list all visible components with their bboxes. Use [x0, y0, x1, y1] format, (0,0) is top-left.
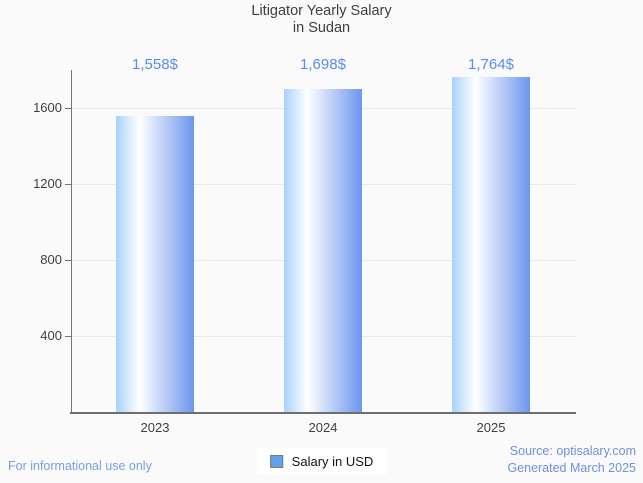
y-axis-tick [65, 336, 71, 337]
chart-title-line1: Litigator Yearly Salary [251, 3, 392, 19]
legend: Salary in USD [256, 448, 387, 475]
legend-marker-square [269, 455, 283, 468]
y-axis-line [71, 70, 72, 413]
footer-disclaimer: For informational use only [8, 459, 152, 473]
bar [452, 77, 530, 412]
y-axis-tick [65, 108, 71, 109]
x-axis-line [70, 412, 576, 414]
chart-title-line2: in Sudan [292, 20, 351, 36]
y-tick-label: 400 [40, 328, 62, 343]
footer-source-line2: Generated March 2025 [507, 460, 636, 475]
bar-value-label: 1,764$ [468, 56, 514, 73]
x-tick-label: 2025 [476, 420, 506, 435]
x-tick-label: 2023 [140, 420, 170, 435]
bar-value-label: 1,558$ [132, 56, 178, 73]
y-tick-label: 1200 [33, 176, 62, 191]
bar-value-label: 1,698$ [300, 56, 346, 73]
y-axis-tick [65, 184, 71, 185]
footer-source-line1: Source: optisalary.com [509, 444, 636, 458]
bar [116, 116, 194, 412]
y-tick-label: 1600 [33, 100, 62, 115]
y-tick-label: 800 [40, 252, 62, 267]
y-axis-tick [65, 260, 71, 261]
x-tick-label: 2024 [308, 420, 338, 435]
bar [284, 89, 362, 412]
legend-label: Salary in USD [291, 454, 374, 469]
chart-title: Litigator Yearly Salary in Sudan [0, 3, 643, 37]
footer-source: Source: optisalary.com Generated March 2… [507, 443, 636, 476]
